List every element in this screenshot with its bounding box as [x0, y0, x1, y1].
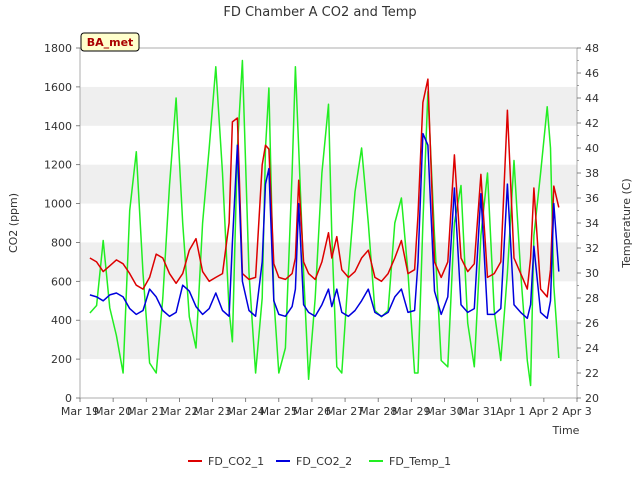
left-tick-label: 1200	[44, 159, 72, 172]
x-tick-label: Mar 28	[359, 405, 397, 418]
right-tick-label: 42	[585, 117, 599, 130]
chart-title: FD Chamber A CO2 and Temp	[223, 5, 416, 20]
x-tick-label: Apr 1	[496, 405, 526, 418]
right-tick-label: 40	[585, 142, 599, 155]
legend-label: FD_CO2_1	[208, 455, 264, 468]
x-tick-label: Apr 3	[562, 405, 592, 418]
series-layer	[89, 59, 560, 387]
right-tick-label: 26	[585, 317, 599, 330]
x-tick-label: Mar 21	[127, 405, 165, 418]
left-tick-label: 1000	[44, 198, 72, 211]
left-tick-label: 200	[51, 353, 72, 366]
x-tick-label: Mar 24	[227, 405, 265, 418]
right-tick-label: 32	[585, 242, 599, 255]
right-tick-label: 36	[585, 192, 599, 205]
x-tick-label: Mar 25	[260, 405, 298, 418]
x-tick-label: Mar 26	[293, 405, 331, 418]
left-axis: 0 200 400 600 800 1000 1200 1400 1600 1800	[44, 42, 80, 405]
right-tick-label: 44	[585, 92, 599, 105]
station-badge-box	[80, 32, 140, 52]
right-axis: 20 22 24 26 28 30 32 34 36 38 40 42 44 46 48	[577, 42, 599, 405]
right-tick-label: 30	[585, 267, 599, 280]
right-tick-label: 24	[585, 342, 599, 355]
grid-bands	[80, 86, 577, 360]
x-tick-label: Mar 23	[193, 405, 231, 418]
series-line-fd-co2-1	[89, 78, 560, 298]
grid-band	[80, 164, 577, 204]
left-tick-label: 0	[65, 392, 72, 405]
left-tick-label: 400	[51, 314, 72, 327]
grid-band	[80, 242, 577, 282]
right-tick-label: 38	[585, 167, 599, 180]
legend: FD_CO2_1 FD_CO2_2 FD_Temp_1	[188, 455, 451, 468]
right-axis-label: Temperature (C)	[620, 178, 633, 268]
x-tick-label: Mar 27	[326, 405, 364, 418]
legend-label: FD_CO2_2	[296, 455, 352, 468]
left-tick-label: 800	[51, 236, 72, 249]
station-badge: BA_met	[80, 32, 140, 52]
series-line-fd-temp-1	[89, 59, 560, 387]
x-tick-label: Mar 22	[160, 405, 198, 418]
left-tick-label: 1600	[44, 81, 72, 94]
right-tick-label: 48	[585, 42, 599, 55]
left-tick-label: 1400	[44, 120, 72, 133]
series-line-fd-co2-2	[89, 132, 560, 320]
left-tick-label: 600	[51, 275, 72, 288]
right-tick-label: 22	[585, 367, 599, 380]
right-tick-label: 46	[585, 67, 599, 80]
x-tick-label: Mar 20	[94, 405, 132, 418]
x-tick-label: Mar 30	[425, 405, 463, 418]
x-tick-label: Mar 19	[61, 405, 99, 418]
x-axis-label: Time	[552, 424, 580, 437]
right-tick-label: 28	[585, 292, 599, 305]
x-tick-label: Apr 2	[529, 405, 559, 418]
right-tick-label: 34	[585, 217, 599, 230]
left-tick-label: 1800	[44, 42, 72, 55]
x-tick-label: Mar 29	[392, 405, 430, 418]
grid-band	[80, 320, 577, 360]
station-badge-label: BA_met	[87, 36, 134, 49]
legend-label: FD_Temp_1	[389, 455, 451, 468]
right-tick-label: 20	[585, 392, 599, 405]
x-tick-label: Mar 31	[458, 405, 496, 418]
left-axis-label: CO2 (ppm)	[7, 193, 20, 253]
